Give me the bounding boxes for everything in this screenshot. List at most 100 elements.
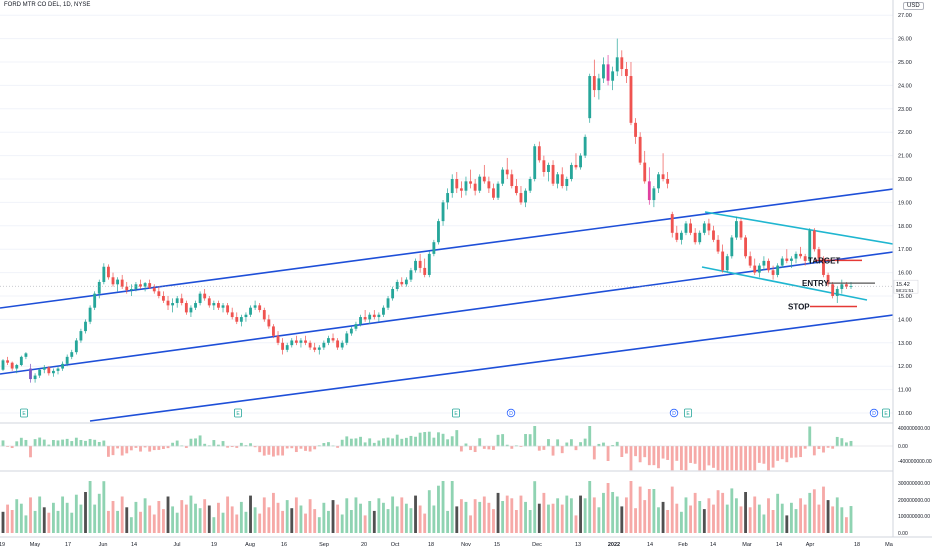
- volume-bar: [670, 486, 674, 533]
- volume-bar: [615, 496, 619, 533]
- volume-bar: [372, 510, 376, 533]
- volume-bar: [61, 496, 65, 533]
- x-tick-label: 17: [65, 542, 71, 548]
- candle-body: [712, 230, 715, 240]
- candle-body: [331, 338, 335, 341]
- volume-bar: [120, 496, 124, 533]
- macd-bar: [97, 441, 101, 447]
- macd-bar: [730, 446, 734, 471]
- volume-bar: [423, 513, 427, 533]
- volume-bar: [799, 498, 802, 533]
- macd-bar: [638, 446, 642, 463]
- y-tick-label: 20.00: [898, 177, 912, 183]
- candle-body: [276, 335, 280, 343]
- volume-bar: [716, 490, 720, 533]
- volume-bar: [308, 499, 312, 533]
- volume-bar: [162, 509, 165, 533]
- volume-bar: [359, 503, 362, 533]
- macd-bar: [574, 446, 578, 451]
- event-marker: [506, 408, 516, 418]
- volume-bar: [180, 500, 184, 533]
- candle-body: [597, 78, 601, 91]
- volume-bar: [446, 510, 450, 533]
- volume-bar: [10, 510, 14, 533]
- volume-bar: [24, 515, 28, 533]
- macd-bar: [849, 440, 853, 447]
- candle-body: [24, 353, 28, 357]
- candle-body: [423, 267, 427, 275]
- macd-bar: [391, 438, 395, 447]
- macd-bar: [194, 438, 197, 447]
- macd-bar: [294, 446, 298, 453]
- volume-bar: [107, 510, 110, 533]
- macd-bar: [812, 446, 816, 456]
- macd-bar: [198, 435, 202, 447]
- macd-bar: [693, 446, 697, 464]
- volume-bar: [771, 510, 775, 533]
- currency-badge[interactable]: USD: [903, 2, 924, 10]
- macd-bar: [822, 446, 825, 453]
- candle-body: [831, 284, 835, 296]
- candle-body: [744, 237, 747, 257]
- candle-body: [143, 283, 147, 287]
- volume-bar: [125, 507, 129, 533]
- macd-bar: [184, 446, 188, 448]
- candle-body: [226, 305, 230, 313]
- candle-body: [404, 279, 408, 285]
- macd-bar: [469, 446, 472, 451]
- candle-body: [359, 317, 362, 325]
- macd-bar: [661, 446, 665, 459]
- candle-body: [391, 288, 395, 299]
- candle-body: [65, 356, 69, 364]
- event-marker-label: E: [22, 411, 26, 417]
- y-tick-label: 21.00: [898, 154, 912, 160]
- macd-bar: [803, 446, 807, 449]
- macd-bar: [340, 439, 344, 447]
- candle-body: [382, 307, 385, 315]
- macd-bar: [61, 439, 65, 447]
- candle-body: [111, 277, 115, 285]
- macd-bar: [395, 434, 399, 447]
- volume-bar: [331, 500, 335, 533]
- macd-bar: [19, 437, 23, 447]
- volume-bar: [753, 496, 757, 533]
- macd-bar: [235, 446, 239, 448]
- event-marker-label: D: [672, 411, 676, 417]
- volume-bar: [272, 492, 275, 533]
- candle-body: [79, 331, 83, 341]
- candle-body: [611, 71, 615, 81]
- volume-bar: [441, 481, 445, 533]
- volume-bar: [455, 506, 459, 533]
- macd-bar: [762, 446, 766, 464]
- macd-bar: [551, 446, 555, 456]
- volume-bar: [698, 501, 702, 533]
- volume-bar: [42, 507, 46, 533]
- macd-bar: [171, 442, 175, 447]
- volume-bar: [290, 508, 294, 533]
- volume-bar: [249, 495, 252, 533]
- candle-body: [10, 362, 14, 369]
- x-tick-label: Aug: [245, 542, 255, 548]
- volume-bar: [336, 504, 340, 533]
- macd-bar: [496, 434, 500, 447]
- macd-bar: [602, 442, 605, 447]
- y-tick-label: 16.00: [898, 271, 912, 277]
- candle-body: [524, 190, 527, 203]
- macd-bar: [299, 446, 303, 449]
- volume-bar: [404, 503, 408, 533]
- candle-body: [785, 258, 789, 261]
- candle-body: [822, 258, 825, 275]
- macd-bar: [510, 446, 514, 449]
- volume-bar: [217, 502, 220, 533]
- volume-bar: [675, 503, 679, 533]
- macd-bar: [748, 446, 752, 471]
- volume-bar: [437, 485, 440, 533]
- candle-body: [652, 188, 656, 201]
- channel-line: [0, 251, 894, 375]
- macd-bar: [657, 446, 660, 469]
- volume-bar: [702, 509, 706, 533]
- volume-bar: [776, 493, 780, 533]
- candle-body: [739, 221, 743, 238]
- macd-bar: [459, 446, 463, 452]
